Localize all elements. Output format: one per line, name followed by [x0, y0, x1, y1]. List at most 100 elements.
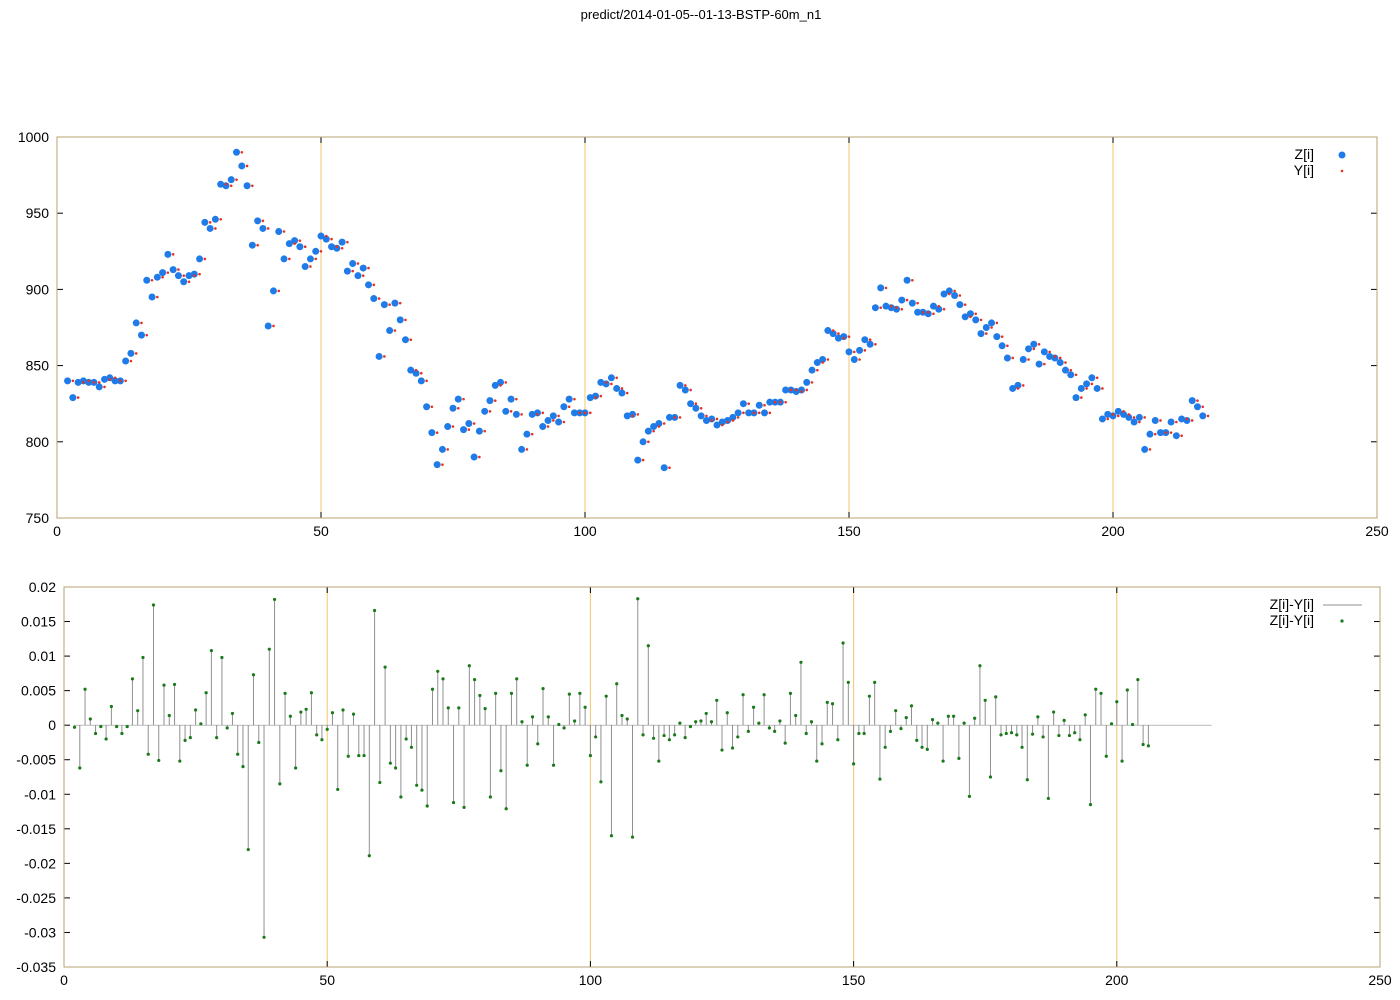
y-point	[726, 420, 729, 424]
legend-label-residual-line: Z[i]-Y[i]	[1270, 596, 1314, 612]
y-point	[1206, 414, 1210, 418]
z-point	[507, 395, 515, 403]
residual-point	[1146, 744, 1150, 748]
residual-point	[446, 706, 450, 710]
y-point	[594, 396, 597, 399]
residual-point	[762, 693, 766, 697]
y-point	[747, 402, 750, 406]
residual-point	[488, 795, 492, 799]
z-point	[338, 238, 346, 246]
z-point	[386, 327, 394, 335]
residual-point	[967, 794, 972, 798]
residual-point	[515, 677, 519, 681]
residual-point	[1036, 715, 1040, 719]
residual-point	[688, 724, 693, 729]
z-point	[481, 407, 489, 415]
z-point	[528, 410, 536, 418]
y-point	[1169, 431, 1173, 434]
z-point	[681, 386, 689, 394]
y-point	[990, 326, 993, 329]
residual-point	[441, 677, 445, 681]
residual-point	[788, 691, 793, 696]
top-y-tick-label: 900	[26, 281, 50, 297]
z-point	[248, 241, 256, 249]
z-point	[861, 336, 869, 344]
residual-point	[536, 742, 540, 746]
y-point	[1064, 361, 1067, 364]
y-point	[1201, 405, 1205, 409]
residual-point	[336, 787, 340, 792]
y-point	[715, 417, 719, 421]
z-point	[998, 342, 1006, 350]
z-point	[882, 302, 890, 310]
y-point	[668, 466, 671, 470]
residual-point	[1104, 754, 1108, 758]
z-point	[1056, 359, 1064, 367]
residual-point	[783, 741, 787, 745]
z-point	[850, 356, 858, 364]
y-point	[1006, 344, 1009, 348]
z-point	[977, 330, 985, 338]
z-point	[365, 281, 373, 289]
residual-point	[120, 731, 124, 736]
y-point	[435, 431, 439, 434]
top-y-axis-ticks: 750 800 850 900 950 1000	[18, 129, 1377, 526]
z-point	[74, 378, 82, 386]
z-point	[1172, 432, 1180, 440]
y-point	[879, 306, 882, 309]
z-point	[544, 416, 552, 424]
y-point	[705, 414, 708, 418]
residual-point	[852, 762, 856, 766]
z-point	[1067, 371, 1075, 379]
z-point	[1146, 430, 1154, 438]
z-point	[106, 374, 114, 382]
y-point	[1138, 420, 1141, 424]
residual-point	[583, 705, 587, 709]
bot-y-tick-label: -0.02	[24, 855, 56, 871]
y-point	[1185, 417, 1189, 421]
residual-point	[525, 763, 529, 767]
z-point	[734, 409, 742, 417]
z-point	[465, 420, 473, 428]
bottom-residual-points	[72, 597, 1150, 939]
z-point	[840, 333, 848, 341]
residual-point	[357, 753, 361, 758]
residual-point	[467, 664, 471, 668]
residual-point	[699, 719, 703, 723]
y-point	[71, 379, 75, 383]
z-point	[417, 377, 425, 385]
residual-point	[862, 731, 866, 736]
z-point	[64, 377, 72, 385]
residual-point	[483, 707, 487, 711]
residual-point	[251, 673, 256, 677]
y-point	[784, 400, 787, 404]
z-point	[296, 243, 304, 251]
top-x-tick-label: 0	[53, 523, 61, 539]
z-point	[101, 375, 109, 383]
legend-marker-residual-points	[1340, 619, 1344, 623]
y-point	[921, 310, 925, 314]
z-point	[972, 316, 980, 324]
y-point	[926, 310, 930, 314]
y-point	[1095, 376, 1099, 380]
y-point	[541, 411, 545, 415]
residual-point	[115, 724, 119, 729]
residual-point	[899, 727, 903, 731]
z-point	[961, 313, 969, 321]
z-point	[597, 378, 605, 386]
residual-point	[599, 780, 603, 784]
z-point	[423, 403, 431, 411]
residual-point	[351, 712, 356, 716]
residual-point	[78, 766, 82, 770]
z-point	[555, 418, 563, 426]
y-point	[900, 307, 904, 311]
z-point	[1109, 412, 1117, 420]
z-point	[729, 413, 737, 421]
residual-point	[1141, 742, 1145, 747]
z-point	[1072, 394, 1080, 402]
residual-point	[857, 731, 861, 736]
residual-point	[625, 717, 629, 721]
y-point	[794, 388, 798, 392]
residual-point	[367, 854, 371, 858]
y-point	[573, 397, 576, 401]
